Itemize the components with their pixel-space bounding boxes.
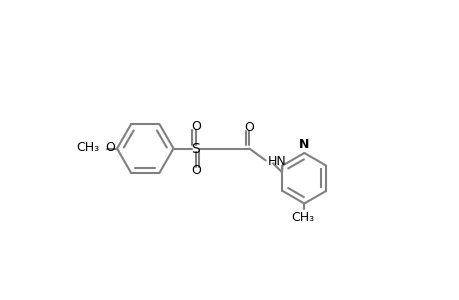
Text: O: O bbox=[190, 164, 200, 177]
Text: O: O bbox=[244, 121, 254, 134]
Text: CH₃: CH₃ bbox=[77, 141, 100, 154]
Text: S: S bbox=[191, 142, 200, 155]
Text: O: O bbox=[106, 141, 115, 154]
Text: CH₃: CH₃ bbox=[291, 211, 313, 224]
Text: O: O bbox=[190, 120, 200, 133]
Text: HN: HN bbox=[268, 155, 286, 168]
Text: N: N bbox=[298, 138, 309, 151]
